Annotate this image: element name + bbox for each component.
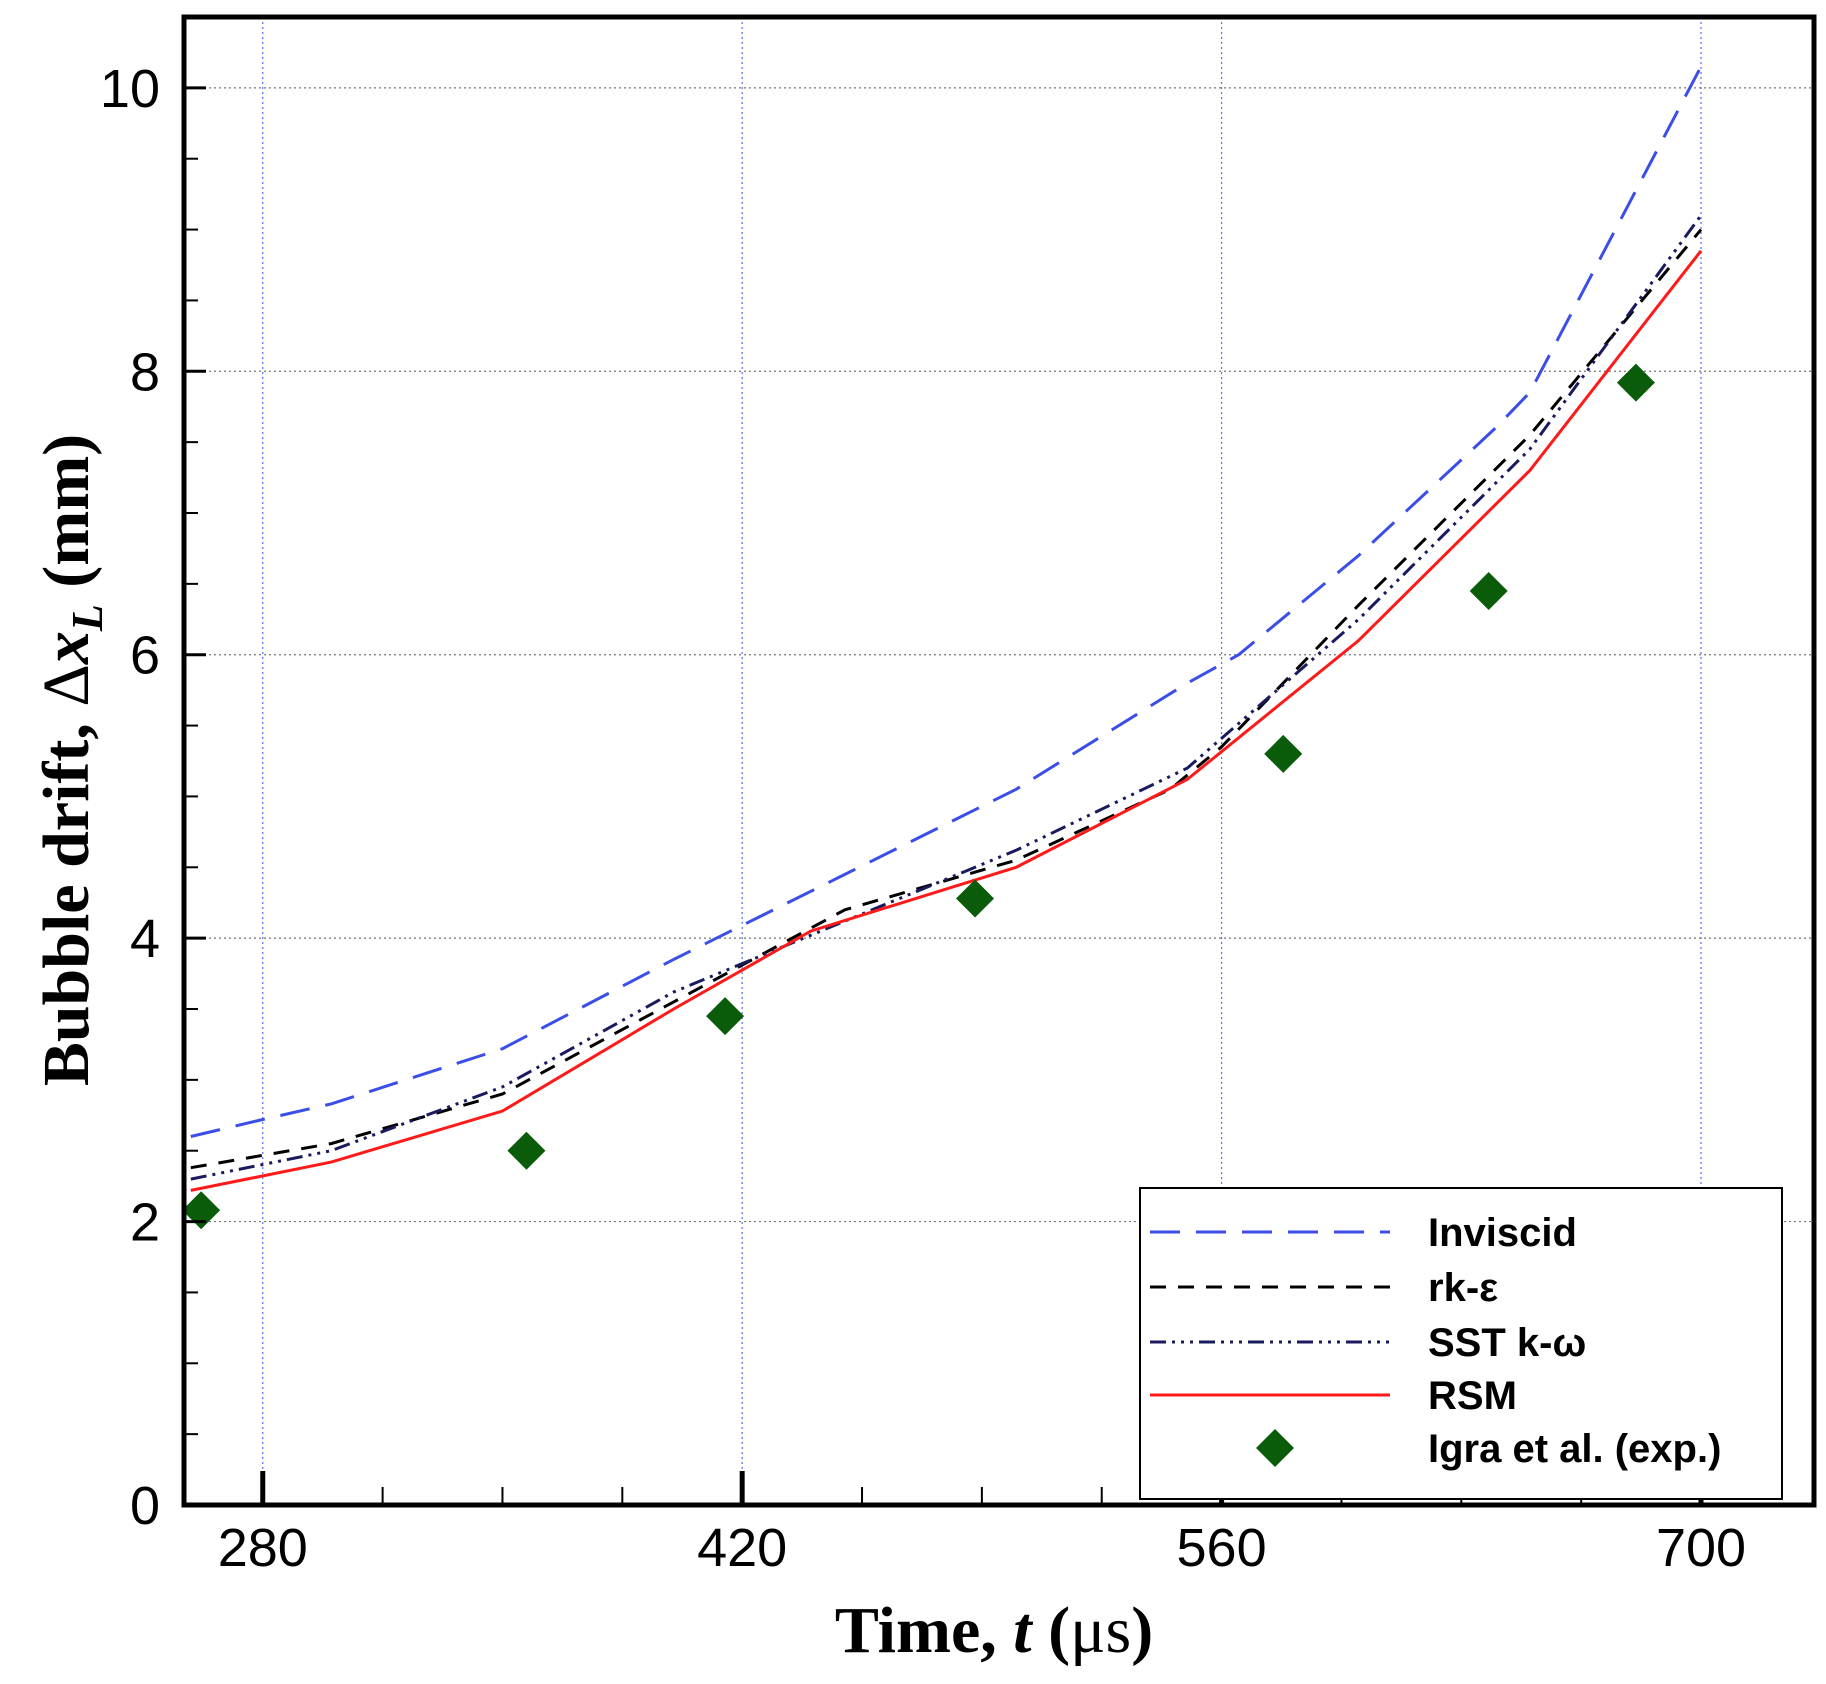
legend-swatch-igra [1256,1429,1294,1467]
x-tick-label: 280 [218,1518,308,1578]
x-tick-label: 700 [1656,1518,1746,1578]
legend-items: Inviscid rk-ε SST k-ω RSM Igra et al. (exp.) [1150,1211,1721,1471]
legend-label: Igra et al. (exp.) [1428,1427,1721,1471]
y-tick-label: 8 [130,342,160,402]
legend-label: RSM [1428,1374,1517,1418]
y-axis-title: Bubble drift, ΔxL (mm) [30,434,112,1086]
y-tick-label: 2 [130,1193,160,1253]
series-layer [190,65,1703,1192]
legend-box [1139,1187,1783,1500]
series-line-inviscid [190,65,1703,1138]
y-tick-label: 10 [100,59,160,119]
series-line-rk [190,228,1703,1170]
data-point-igra [182,1191,221,1230]
legend-label: rk-ε [1428,1266,1498,1310]
series-line-rsm [190,249,1703,1192]
plot-frame [181,14,1817,1508]
x-tick-label: 560 [1177,1518,1267,1578]
data-point-igra [507,1131,546,1170]
data-point-igra [1469,571,1508,610]
tick-labels: 280 420 560 700 0 2 4 6 8 10 [100,59,1746,1578]
legend-label: SST k-ω [1428,1321,1586,1365]
marker-layer [182,363,1655,1230]
legend: Inviscid rk-ε SST k-ω RSM Igra et al. (exp.) [1139,1187,1783,1500]
y-tick-label: 6 [130,626,160,686]
x-tick-label: 420 [697,1518,787,1578]
series-line-sst-k [190,214,1703,1181]
data-point-igra [956,879,995,918]
y-tick-label: 0 [130,1476,160,1536]
data-point-igra [1264,734,1303,773]
data-point-igra [706,997,745,1036]
data-point-igra [1616,363,1655,402]
y-tick-label: 4 [130,909,160,969]
legend-label: Inviscid [1428,1211,1577,1255]
x-axis-title: Time, t (μs) [835,1594,1153,1667]
